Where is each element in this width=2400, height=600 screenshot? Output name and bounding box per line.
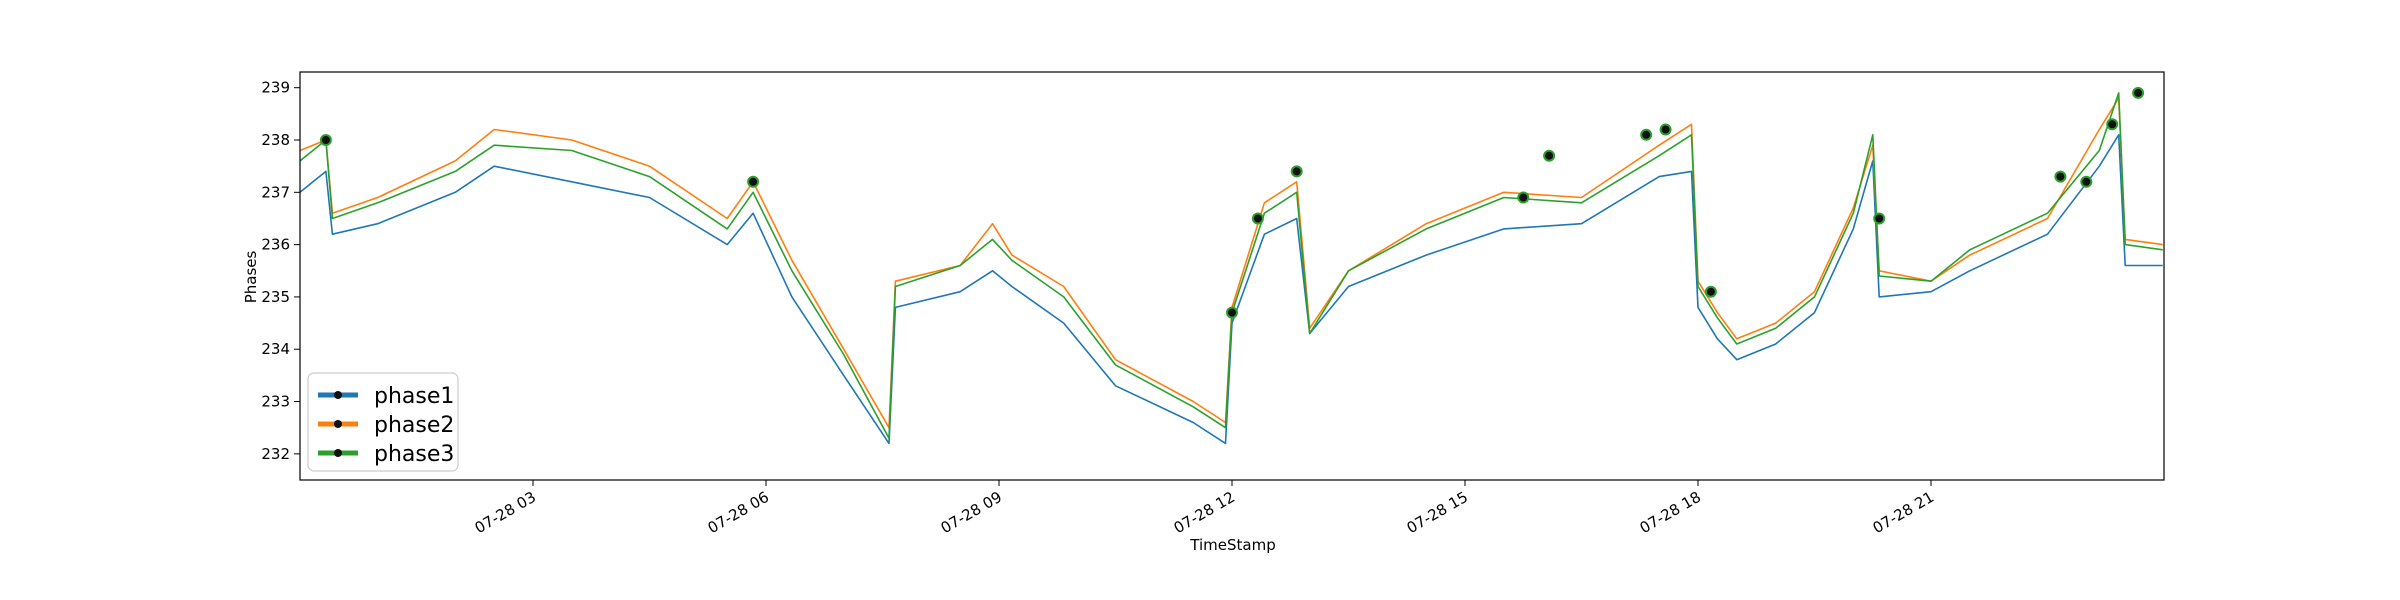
highlight-marker bbox=[1290, 165, 1303, 178]
y-axis: 232 233 234 235 236 237 238 239 bbox=[261, 79, 300, 463]
highlight-marker bbox=[1704, 285, 1717, 298]
highlight-marker bbox=[1659, 123, 1672, 136]
highlight-marker bbox=[1873, 212, 1886, 225]
legend: phase1 phase2 phase3 bbox=[307, 372, 459, 472]
y-tick-label: 233 bbox=[261, 393, 290, 411]
highlight-marker bbox=[1517, 191, 1530, 204]
highlight-marker bbox=[319, 134, 332, 146]
highlight-marker bbox=[2106, 118, 2119, 131]
highlight-marker bbox=[1251, 212, 1264, 225]
highlight-marker bbox=[2054, 170, 2067, 183]
highlight-marker bbox=[1226, 306, 1238, 319]
y-tick-label: 237 bbox=[261, 183, 290, 201]
y-tick-label: 235 bbox=[261, 288, 290, 306]
y-tick-label: 238 bbox=[261, 131, 290, 149]
x-axis-label: TimeStamp bbox=[1189, 536, 1275, 554]
legend-label-phase3: phase3 bbox=[374, 442, 454, 467]
highlight-marker bbox=[747, 175, 760, 188]
legend-marker-phase1 bbox=[334, 391, 342, 399]
legend-label-phase1: phase1 bbox=[374, 384, 454, 409]
highlight-markers bbox=[319, 86, 2145, 319]
series-line-phase3 bbox=[299, 92, 2163, 440]
legend-label-phase2: phase2 bbox=[374, 413, 454, 438]
highlight-marker bbox=[1543, 149, 1556, 162]
y-tick-label: 239 bbox=[261, 79, 290, 97]
series-line-phase1 bbox=[299, 134, 2163, 445]
highlight-marker bbox=[2080, 175, 2093, 188]
series-lines bbox=[299, 92, 2163, 445]
legend-marker-phase3 bbox=[334, 449, 342, 457]
legend-marker-phase2 bbox=[334, 420, 342, 428]
highlight-marker bbox=[2132, 86, 2145, 99]
y-tick-label: 234 bbox=[261, 340, 290, 358]
y-axis-label: Phases bbox=[242, 251, 260, 304]
y-tick-label: 236 bbox=[261, 236, 290, 254]
highlight-marker bbox=[1640, 128, 1653, 141]
y-tick-label: 232 bbox=[261, 445, 290, 463]
